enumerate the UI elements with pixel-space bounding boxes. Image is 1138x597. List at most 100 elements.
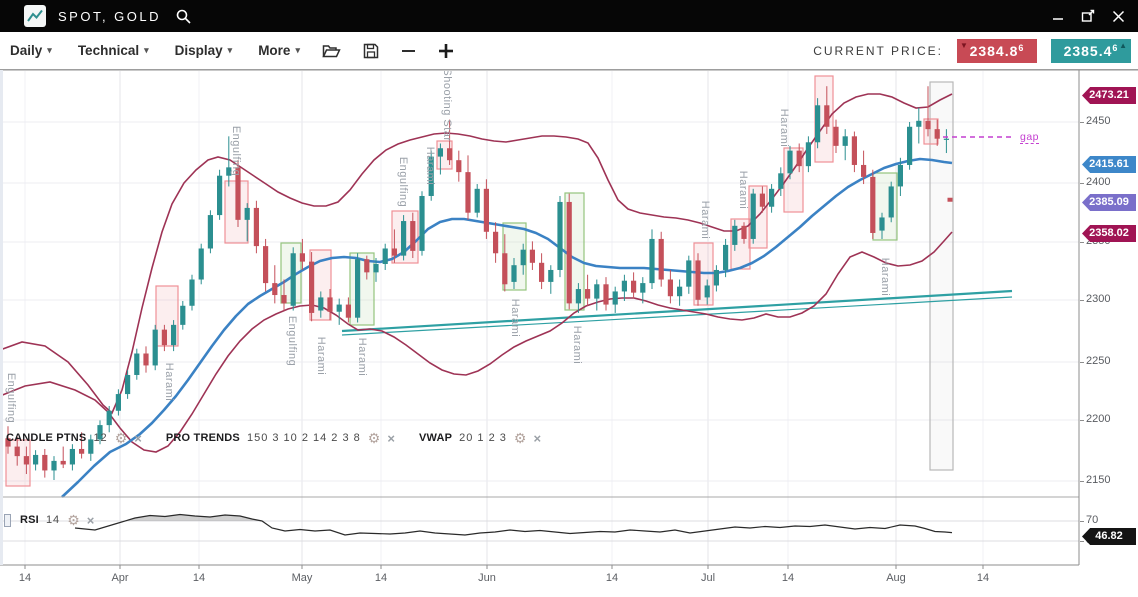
pattern-label: Harami bbox=[737, 171, 749, 209]
time-tick-label: 14 bbox=[192, 572, 206, 584]
candle-body-up bbox=[33, 454, 39, 465]
candle-body-up bbox=[815, 105, 821, 143]
arrow-down-icon: ▼ bbox=[960, 40, 969, 50]
candle-body-up bbox=[557, 201, 563, 270]
indicator-settings-gear-icon[interactable]: ⚙ bbox=[114, 430, 128, 446]
time-tick-label: Jul bbox=[700, 572, 716, 584]
search-icon[interactable] bbox=[175, 8, 192, 25]
candle-body-down bbox=[529, 249, 535, 263]
candle-body-down bbox=[631, 280, 637, 293]
bid-price-badge: ▼ 2384.8 6 bbox=[957, 38, 1037, 63]
indicator-name: RSI bbox=[20, 514, 39, 526]
left-panel-edge bbox=[0, 70, 3, 565]
candle-body-up bbox=[649, 238, 655, 284]
indicator-remove-icon[interactable]: × bbox=[134, 430, 142, 446]
zoom-out-icon[interactable] bbox=[401, 44, 416, 58]
display-menu[interactable]: Display ▾ bbox=[175, 43, 233, 58]
candle-body-down bbox=[345, 304, 351, 318]
candle-body-up bbox=[594, 284, 600, 299]
candle-body-down bbox=[934, 129, 940, 139]
time-tick-label: 14 bbox=[781, 572, 795, 584]
popout-button[interactable] bbox=[1080, 8, 1096, 24]
candle-body-up bbox=[723, 244, 729, 270]
candle-body-up bbox=[713, 269, 719, 286]
candle-body-up bbox=[888, 186, 894, 218]
pattern-label: Harami bbox=[699, 201, 711, 239]
candle-body-up bbox=[152, 329, 158, 366]
price-level-badge: 46.82 bbox=[1082, 528, 1136, 545]
candle-body-up bbox=[677, 286, 683, 297]
candle-body-down bbox=[161, 329, 167, 346]
ask-price-value: 2385.4 bbox=[1063, 42, 1113, 59]
candle-body-down bbox=[851, 136, 857, 165]
candle-body-up bbox=[355, 259, 361, 318]
candle-body-down bbox=[447, 148, 453, 161]
candle-body-up bbox=[244, 207, 250, 220]
close-button[interactable] bbox=[1110, 8, 1126, 24]
candle-body-up bbox=[106, 410, 112, 426]
vwap-line bbox=[61, 157, 953, 498]
price-level-badge: 2415.61 bbox=[1082, 156, 1136, 173]
candle-body-up bbox=[511, 265, 517, 282]
indicator-settings-gear-icon[interactable]: ⚙ bbox=[67, 512, 80, 528]
more-menu[interactable]: More ▾ bbox=[258, 43, 300, 58]
candle-body-up bbox=[704, 285, 710, 298]
indicator-remove-icon[interactable]: × bbox=[387, 430, 395, 446]
candle-body-down bbox=[299, 253, 305, 262]
candle-body-down bbox=[759, 193, 765, 207]
price-tick-label: 2250 bbox=[1079, 355, 1111, 367]
timeframe-menu-label: Daily bbox=[10, 43, 43, 58]
rsi-line bbox=[74, 513, 953, 536]
candle-body-up bbox=[548, 269, 554, 282]
candle-body-up bbox=[290, 253, 296, 306]
time-tick-label: May bbox=[291, 572, 313, 584]
technical-menu-label: Technical bbox=[77, 43, 140, 58]
candle-body-down bbox=[410, 221, 416, 251]
panel-handle-icon[interactable] bbox=[4, 513, 11, 527]
arrow-up-icon: ▲ bbox=[1119, 40, 1128, 50]
caret-down-icon: ▾ bbox=[47, 45, 52, 55]
candle-body-up bbox=[69, 448, 75, 465]
pattern-label: Harami bbox=[778, 109, 790, 147]
price-tick-label: 2150 bbox=[1079, 474, 1111, 486]
candle-body-up bbox=[217, 175, 223, 216]
indicator-remove-icon[interactable]: × bbox=[533, 430, 542, 446]
price-tick-label: 2200 bbox=[1079, 413, 1111, 425]
technical-menu[interactable]: Technical ▾ bbox=[78, 43, 149, 58]
minimize-button[interactable] bbox=[1050, 8, 1066, 24]
candle-body-up bbox=[621, 280, 627, 292]
candle-body-down bbox=[79, 448, 85, 454]
candle-body-up bbox=[226, 167, 232, 176]
candle-body-up bbox=[842, 136, 848, 146]
candle-body-down bbox=[502, 253, 508, 285]
time-tick-label: 14 bbox=[374, 572, 388, 584]
timeframe-menu[interactable]: Daily ▾ bbox=[10, 43, 52, 58]
time-tick-label: Jun bbox=[478, 572, 496, 584]
zoom-in-icon[interactable] bbox=[438, 43, 454, 59]
candle-body-down bbox=[327, 297, 333, 312]
save-icon[interactable] bbox=[363, 43, 379, 59]
bollinger-lower-band bbox=[0, 231, 953, 453]
candle-body-up bbox=[437, 148, 443, 157]
indicator-settings-gear-icon[interactable]: ⚙ bbox=[367, 430, 381, 446]
bid-price-value: 2384.8 bbox=[969, 42, 1019, 59]
indicator-params: 14 bbox=[45, 514, 61, 526]
candle-body-up bbox=[428, 156, 434, 196]
caret-down-icon: ▾ bbox=[227, 45, 233, 55]
pattern-label: Harami bbox=[163, 363, 175, 401]
candle-body-down bbox=[281, 295, 287, 304]
indicator-settings-gear-icon[interactable]: ⚙ bbox=[513, 430, 527, 446]
candle-body-up bbox=[769, 188, 775, 207]
open-folder-icon[interactable] bbox=[322, 43, 341, 59]
candle-body-down bbox=[23, 456, 29, 465]
candle-body-up bbox=[189, 279, 195, 306]
candle-body-up bbox=[474, 188, 480, 213]
candle-body-up bbox=[879, 217, 885, 231]
indicator-remove-icon[interactable]: × bbox=[86, 512, 95, 528]
candle-body-up bbox=[750, 193, 756, 239]
candle-body-up bbox=[732, 225, 738, 245]
ask-price-badge: 2385.4 6 ▲ bbox=[1051, 38, 1131, 63]
pattern-label: Engulfing bbox=[5, 373, 17, 423]
